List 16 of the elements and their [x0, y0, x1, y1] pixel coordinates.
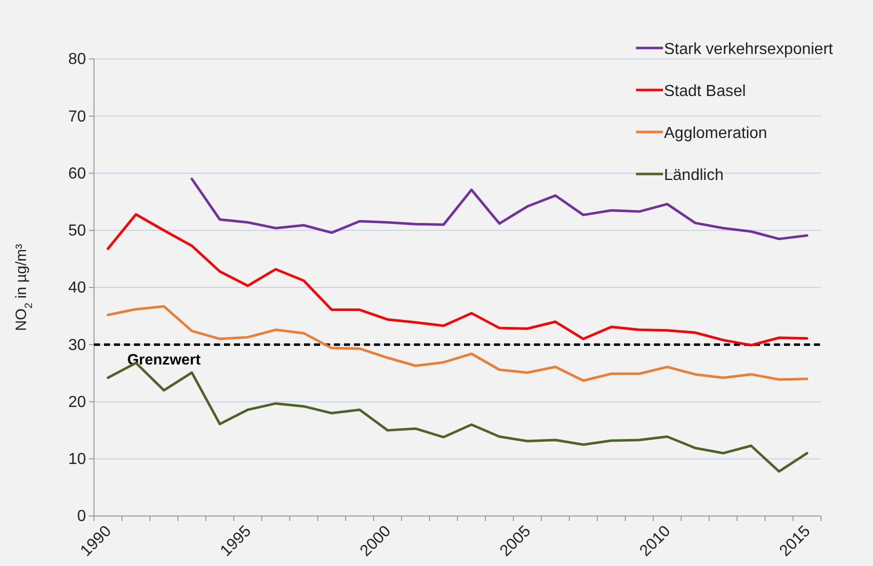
y-tick-label: 60	[68, 165, 86, 182]
legend-label: Stark verkehrsexponiert	[664, 41, 834, 58]
ref-line-label: Grenzwert	[127, 352, 201, 369]
y-tick-label: 40	[68, 280, 86, 297]
legend-label: Stadt Basel	[664, 83, 746, 100]
y-tick-label: 10	[68, 450, 86, 468]
y-tick-label: 20	[68, 394, 86, 411]
line-series	[106, 305, 808, 382]
legend-label: Agglomeration	[664, 125, 768, 142]
y-tick-label: 50	[68, 222, 86, 240]
line-series	[106, 213, 808, 346]
y-tick-label: 30	[68, 336, 86, 354]
y-tick-label: 0	[77, 508, 86, 526]
y-tick-label: 80	[68, 51, 86, 68]
legend-label: Ländlich	[664, 167, 724, 184]
y-tick-label: 70	[68, 108, 86, 126]
